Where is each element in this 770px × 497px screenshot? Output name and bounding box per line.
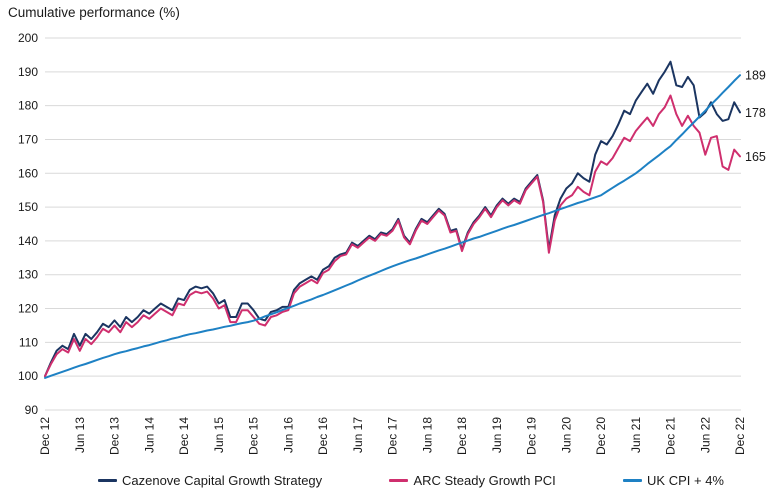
y-tick-label-160: 160 — [18, 166, 38, 180]
y-tick-label-100: 100 — [18, 369, 38, 383]
legend-label-ukcpi: UK CPI + 4% — [647, 472, 724, 488]
legend-item-arc: ARC Steady Growth PCI — [389, 472, 556, 488]
arc-line-marker-icon — [389, 478, 409, 482]
performance-chart-svg: Cumulative performance (%) 90 100 110 120 130… — [8, 5, 766, 455]
x-tick-label-jun-21: Jun 21 — [629, 417, 643, 453]
chart-legend: Cazenove Capital Growth Strategy ARC Ste… — [0, 467, 770, 493]
x-tick-label-jun-16: Jun 16 — [281, 417, 295, 453]
x-tick-label-jun-17: Jun 17 — [351, 417, 365, 453]
x-tick-label-jun-22: Jun 22 — [698, 417, 712, 453]
cazenove-line-marker-icon — [98, 478, 117, 482]
x-tick-label-jun-15: Jun 15 — [212, 417, 226, 453]
series-line-arc-steady-growth-pci — [44, 94, 741, 378]
y-tick-label-120: 120 — [18, 302, 38, 316]
x-tick-label-dec-12: Dec 12 — [38, 417, 52, 455]
performance-chart: Cumulative performance (%) 90 100 110 120 130… — [8, 5, 766, 455]
x-tick-label-jun-19: Jun 19 — [490, 417, 504, 453]
y-tick-label-170: 170 — [18, 132, 38, 146]
end-value-label-178: 178 — [745, 106, 766, 120]
legend-item-ukcpi: UK CPI + 4% — [623, 473, 724, 488]
x-tick-label-jun-14: Jun 14 — [142, 417, 156, 453]
legend-label-cazenove: Cazenove Capital Growth Strategy — [122, 472, 323, 488]
x-tick-label-dec-18: Dec 18 — [455, 417, 469, 455]
y-tick-label-150: 150 — [18, 200, 38, 214]
series-line-uk-cpi-4- — [44, 74, 741, 379]
end-value-label-189: 189 — [745, 69, 766, 83]
y-tick-label-190: 190 — [18, 65, 38, 79]
end-value-label-165: 165 — [745, 150, 766, 164]
x-tick-label-dec-20: Dec 20 — [594, 417, 608, 455]
y-tick-label-90: 90 — [25, 403, 39, 417]
x-tick-label-dec-16: Dec 16 — [316, 417, 330, 455]
x-tick-label-dec-14: Dec 14 — [177, 417, 191, 455]
x-tick-label-dec-22: Dec 22 — [733, 417, 747, 455]
ukcpi-line-marker-icon — [623, 478, 643, 482]
x-tick-label-dec-21: Dec 21 — [664, 417, 678, 455]
y-tick-label-200: 200 — [18, 31, 38, 45]
x-tick-label-jun-18: Jun 18 — [420, 417, 434, 453]
series-line-cazenove-capital-growth-strategy — [44, 60, 741, 378]
legend-label-arc: ARC Steady Growth PCI — [413, 472, 556, 488]
x-tick-label-dec-19: Dec 19 — [525, 417, 539, 455]
x-tick-label-dec-15: Dec 15 — [247, 417, 261, 455]
y-tick-label-110: 110 — [19, 335, 38, 349]
y-tick-label-130: 130 — [18, 268, 38, 282]
chart-title: Cumulative performance (%) — [8, 5, 180, 20]
x-tick-label-jun-20: Jun 20 — [559, 417, 573, 453]
x-tick-label-dec-17: Dec 17 — [386, 417, 400, 455]
legend-item-cazenove: Cazenove Capital Growth Strategy — [98, 473, 322, 488]
y-tick-label-140: 140 — [18, 234, 38, 248]
x-tick-label-jun-13: Jun 13 — [73, 417, 87, 453]
y-tick-label-180: 180 — [18, 99, 38, 113]
x-tick-label-dec-13: Dec 13 — [108, 417, 122, 455]
